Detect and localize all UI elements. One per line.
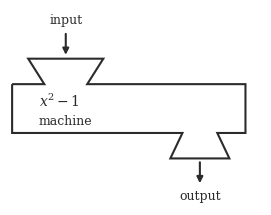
Text: $x^2-1$: $x^2-1$ xyxy=(39,92,80,110)
Text: output: output xyxy=(179,190,221,203)
Text: machine: machine xyxy=(39,115,93,128)
Text: input: input xyxy=(49,14,82,27)
